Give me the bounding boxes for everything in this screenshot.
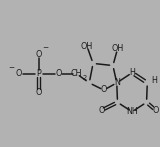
Text: −: − <box>43 45 49 51</box>
Text: O: O <box>36 50 42 59</box>
Text: OH: OH <box>111 45 124 54</box>
Text: O: O <box>56 69 62 78</box>
Text: H: H <box>151 76 157 85</box>
Text: O: O <box>16 69 22 78</box>
Text: −: − <box>8 65 14 71</box>
Text: O: O <box>98 106 105 115</box>
Text: H: H <box>129 68 135 77</box>
Text: O: O <box>36 88 42 97</box>
Text: O: O <box>101 85 107 94</box>
Text: NH: NH <box>126 107 138 116</box>
Text: OH: OH <box>81 42 93 51</box>
Text: 2: 2 <box>82 75 86 81</box>
Text: CH: CH <box>71 69 82 78</box>
Text: N: N <box>114 78 120 87</box>
Text: O: O <box>152 106 159 115</box>
Text: P: P <box>36 69 41 78</box>
